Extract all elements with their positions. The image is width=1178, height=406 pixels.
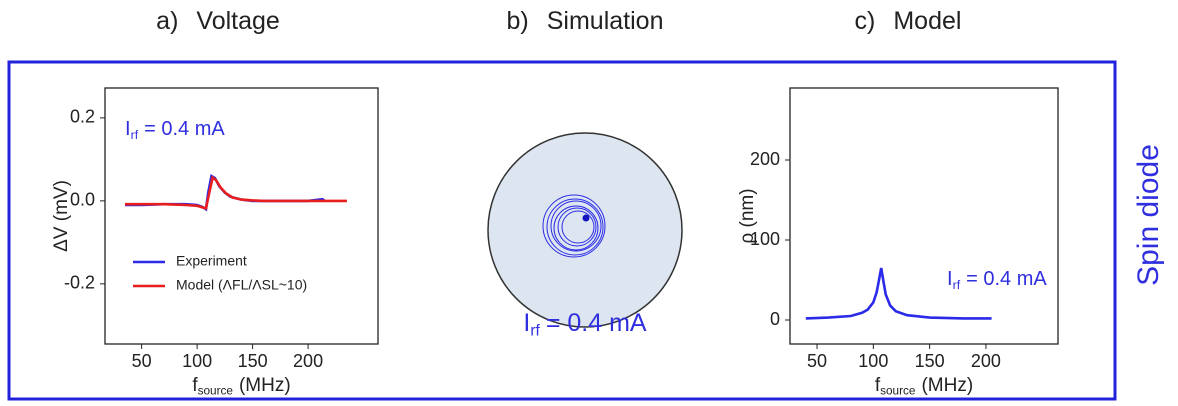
legend-label: Model (ΛFL/ΛSL~10) bbox=[176, 277, 307, 293]
subscript-label: Irf = 0.4 mA bbox=[947, 268, 1047, 292]
disk bbox=[487, 132, 683, 328]
panel-title: Model bbox=[893, 7, 961, 35]
plot-frame bbox=[789, 87, 1059, 345]
orbit-ring bbox=[557, 207, 597, 247]
panel-title: Voltage bbox=[196, 7, 279, 35]
y-tick-label: 0 bbox=[770, 309, 780, 329]
orbit-dot bbox=[582, 214, 590, 222]
x-tick-label: 100 bbox=[858, 351, 888, 371]
panel-letter: a) bbox=[156, 7, 178, 35]
simulation-disk bbox=[487, 132, 683, 328]
label-rest: = 0.4 mA bbox=[966, 268, 1047, 290]
label-main: f bbox=[875, 375, 881, 396]
orbit-ring bbox=[550, 200, 602, 252]
panel-letter: c) bbox=[855, 7, 876, 35]
label-rest: (MHz) bbox=[239, 375, 291, 396]
orbit bbox=[542, 194, 606, 258]
panel-heading: a) Voltage bbox=[156, 7, 280, 35]
plot-frame bbox=[104, 87, 379, 345]
subscript-label: Irf = 0.4 mA bbox=[125, 118, 225, 142]
orbit-ring bbox=[553, 205, 599, 251]
orbit-ring bbox=[561, 210, 595, 244]
label-sub: rf bbox=[131, 128, 139, 142]
label-rest: (MHz) bbox=[921, 375, 973, 396]
label-sub: rf bbox=[953, 278, 961, 292]
panel-letter: b) bbox=[507, 7, 529, 35]
panel-heading: b) Simulation bbox=[507, 7, 664, 35]
y-tick-label: 0.0 bbox=[70, 190, 95, 210]
y-tick-label: 100 bbox=[750, 229, 780, 249]
label-main: I bbox=[947, 268, 953, 290]
y-tick-label: -0.2 bbox=[64, 273, 95, 293]
subscript-label: fsource (MHz) bbox=[875, 375, 973, 398]
x-tick-label: 50 bbox=[807, 351, 827, 371]
x-tick-label: 100 bbox=[182, 351, 212, 371]
side-label: Spin diode bbox=[1132, 144, 1165, 286]
x-tick-label: 200 bbox=[293, 351, 323, 371]
y-axis-label: ρ (nm) bbox=[737, 188, 758, 243]
x-tick-label: 50 bbox=[132, 351, 152, 371]
series-line bbox=[805, 267, 992, 320]
panel-title: Simulation bbox=[547, 7, 664, 35]
panel-heading: c) Model bbox=[855, 7, 962, 35]
label-sub: source bbox=[198, 385, 234, 398]
subscript-label: fsource (MHz) bbox=[192, 375, 290, 398]
x-tick-label: 150 bbox=[915, 351, 945, 371]
label-main: I bbox=[125, 118, 131, 140]
label-rest: = 0.4 mA bbox=[546, 309, 647, 337]
x-tick-label: 200 bbox=[971, 351, 1001, 371]
label-main: f bbox=[192, 375, 198, 396]
y-tick-label: 0.2 bbox=[70, 107, 95, 127]
legend-label: Experiment bbox=[176, 253, 247, 269]
series-line bbox=[125, 175, 347, 210]
subscript-label: Irf = 0.4 mA bbox=[523, 309, 646, 340]
label-sub: rf bbox=[530, 323, 540, 340]
orbit-ring bbox=[546, 198, 604, 256]
label-main: I bbox=[523, 309, 530, 337]
label-sub: source bbox=[880, 385, 916, 398]
frame bbox=[7, 60, 1117, 401]
orbit-ring bbox=[542, 194, 606, 258]
label-rest: = 0.4 mA bbox=[144, 118, 225, 140]
y-tick-label: 200 bbox=[750, 149, 780, 169]
y-axis-label: ΔV (mV) bbox=[51, 180, 72, 252]
x-tick-label: 150 bbox=[238, 351, 268, 371]
